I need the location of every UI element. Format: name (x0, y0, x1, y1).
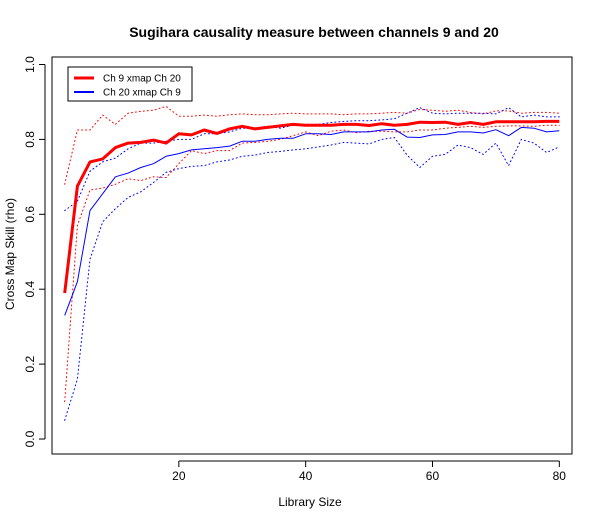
y-tick-label: 0.8 (23, 131, 37, 148)
red-interval-line (64, 105, 560, 185)
x-axis: 20 40 60 80 (172, 460, 567, 483)
legend: Ch 9 xmap Ch 20 Ch 20 xmap Ch 9 (67, 66, 193, 102)
series-line-ch20-xmap-ch9 (64, 126, 560, 316)
blue-interval-line (64, 137, 560, 421)
series-layer (63, 105, 560, 421)
series-line-ch9-xmap-ch20 (63, 119, 560, 294)
y-tick-label: 1.0 (23, 56, 37, 73)
y-tick-label: 0.2 (23, 355, 37, 372)
y-tick-label: 0.0 (23, 430, 37, 447)
x-tick-label: 60 (426, 469, 440, 483)
x-tick-label: 20 (172, 469, 186, 483)
legend-label: Ch 20 xmap Ch 9 (103, 88, 181, 99)
x-axis-label: Library Size (278, 495, 342, 509)
legend-box (67, 66, 193, 102)
y-tick-label: 0.4 (23, 281, 37, 298)
plot-box (51, 56, 573, 455)
y-tick-label: 0.6 (23, 206, 37, 223)
legend-label: Ch 9 xmap Ch 20 (103, 74, 181, 85)
y-axis: 0.0 0.2 0.4 0.6 0.8 1.0 (23, 56, 46, 447)
x-tick-label: 80 (553, 469, 567, 483)
chart-title: Sugihara causality measure between chann… (129, 24, 499, 40)
y-axis-label: Cross Map Skill (rho) (3, 198, 17, 310)
x-tick-label: 40 (299, 469, 313, 483)
